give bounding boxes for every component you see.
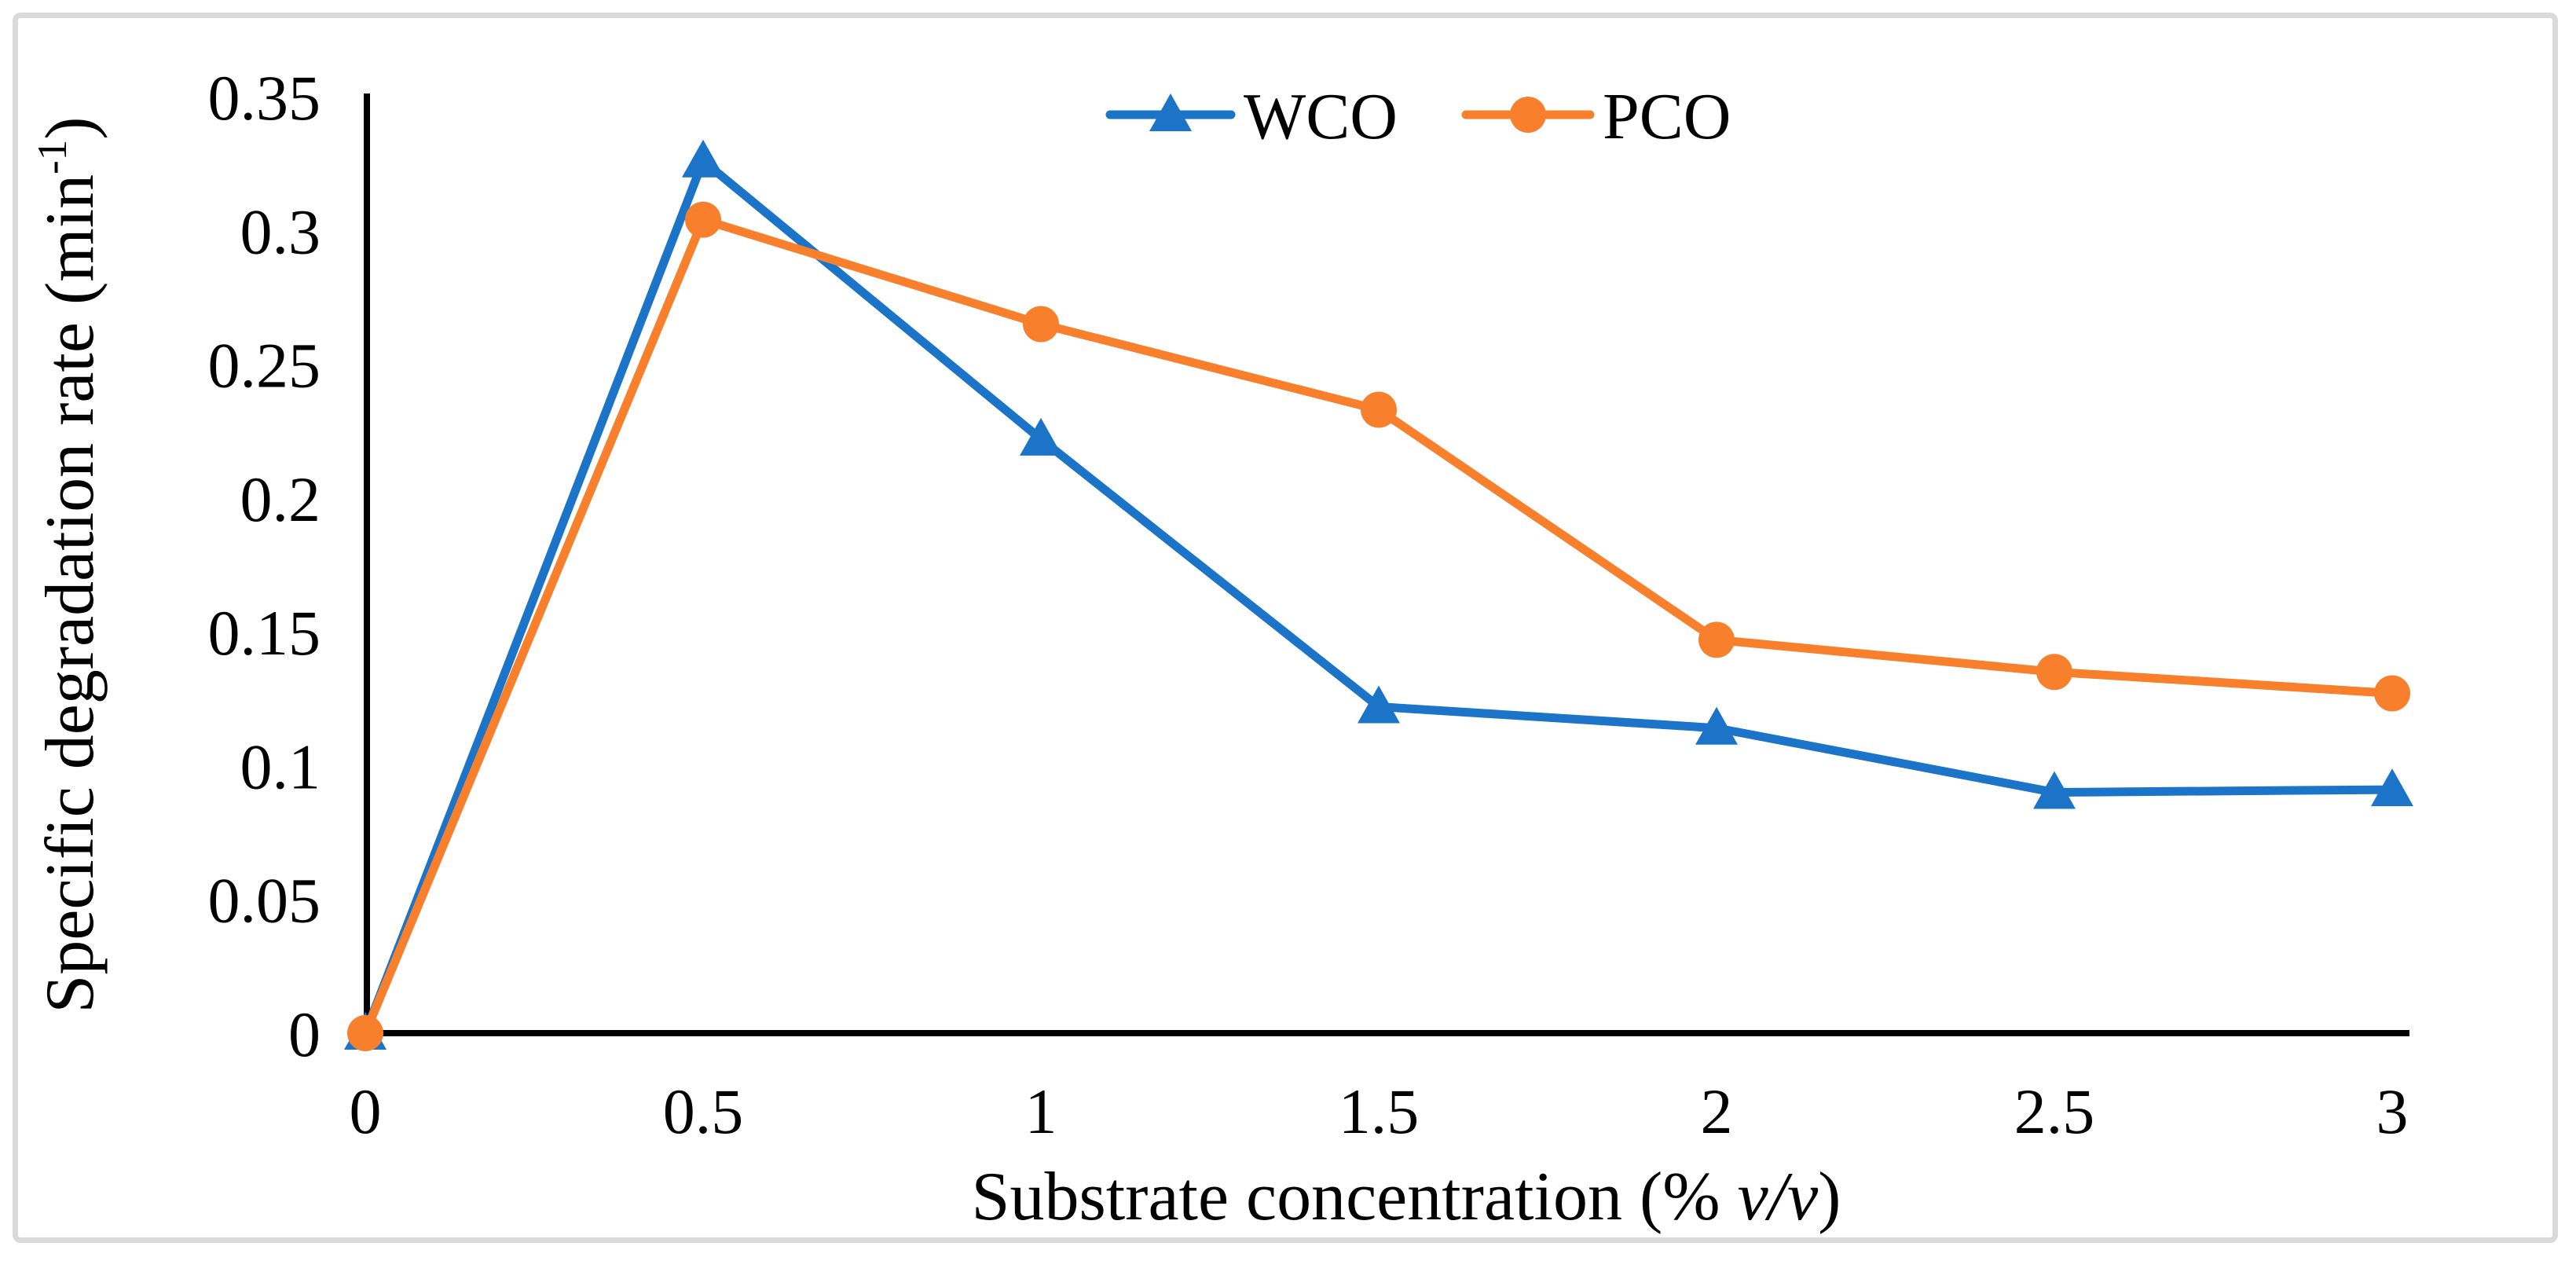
- x-tick-label: 1: [1025, 1076, 1057, 1147]
- legend-label-pco: PCO: [1603, 80, 1731, 153]
- data-point-wco-1: [1020, 417, 1062, 456]
- y-tick-label: 0.2: [240, 464, 321, 535]
- data-point-wco-3: [2371, 768, 2413, 807]
- y-tick-label: 0.05: [208, 865, 321, 937]
- series-wco: [344, 139, 2413, 1050]
- data-point-wco-1.5: [1358, 685, 1400, 724]
- y-tick-label: 0.35: [208, 62, 321, 134]
- legend-item-wco: WCO: [1105, 80, 1398, 153]
- data-point-wco-2.5: [2033, 771, 2076, 809]
- data-point-pco-1.5: [1361, 391, 1397, 428]
- y-tick-label: 0.25: [208, 330, 321, 401]
- series-line-pco: [361, 215, 2397, 1038]
- y-tick-label: 0.1: [240, 731, 321, 802]
- x-tick-label: 0.5: [663, 1076, 744, 1147]
- data-point-pco-2: [1698, 621, 1735, 658]
- y-tick-label: 0.15: [208, 597, 321, 669]
- data-point-pco-2.5: [2036, 654, 2072, 691]
- y-tick-label: 0: [288, 999, 321, 1070]
- legend-label-wco: WCO: [1244, 80, 1398, 153]
- legend: WCO PCO: [1105, 80, 1731, 153]
- data-point-wco-2: [1695, 706, 1738, 745]
- x-tick-label: 1.5: [1339, 1076, 1420, 1147]
- data-point-wco-0.5: [682, 139, 724, 178]
- y-tick-label: 0.3: [240, 196, 321, 267]
- x-tick-label: 3: [2376, 1076, 2409, 1147]
- x-tick-label: 2: [1701, 1076, 1733, 1147]
- data-point-pco-3: [2374, 675, 2410, 712]
- x-tick-label: 2.5: [2014, 1076, 2095, 1147]
- x-tick-label: 0: [350, 1076, 382, 1147]
- circle-icon: [1510, 97, 1546, 133]
- triangle-icon: [1149, 93, 1192, 131]
- data-point-pco-1: [1023, 306, 1059, 343]
- legend-item-pco: PCO: [1461, 80, 1731, 153]
- series-pco: [347, 201, 2410, 1051]
- data-point-pco-0.5: [685, 201, 721, 238]
- y-axis-title: Specific degradation rate (min-1): [30, 116, 108, 1013]
- x-axis-title: Substrate concentration (% v/v): [972, 1159, 1841, 1235]
- data-point-pco-0: [347, 1015, 383, 1051]
